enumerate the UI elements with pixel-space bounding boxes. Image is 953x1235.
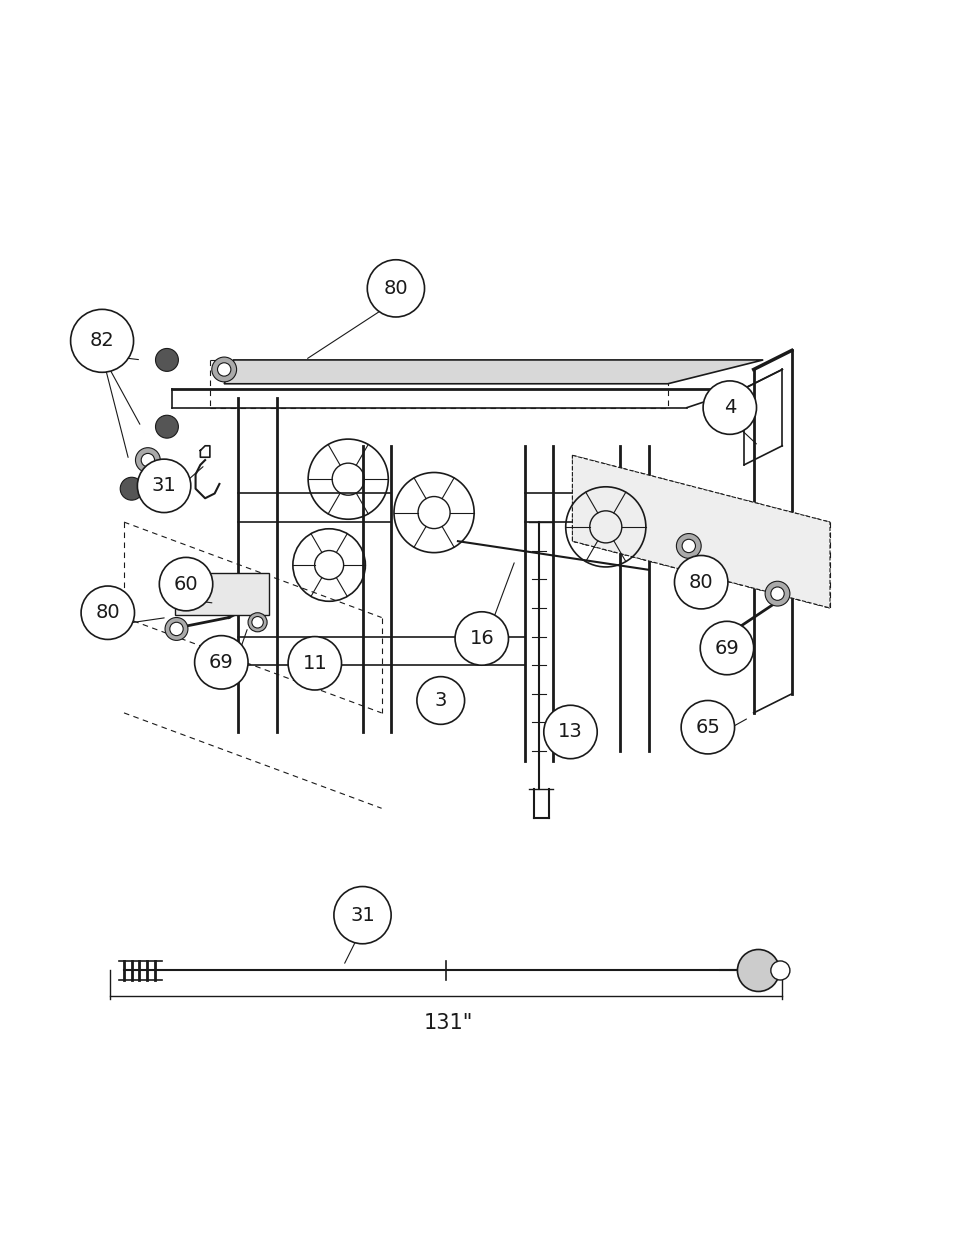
Text: 80: 80: [383, 279, 408, 298]
Circle shape: [737, 950, 779, 992]
Circle shape: [702, 380, 756, 435]
Circle shape: [543, 705, 597, 758]
Circle shape: [674, 556, 727, 609]
Circle shape: [770, 587, 783, 600]
Text: 11: 11: [302, 653, 327, 673]
Circle shape: [367, 259, 424, 317]
Text: 60: 60: [173, 574, 198, 594]
Circle shape: [159, 557, 213, 611]
Text: 80: 80: [95, 603, 120, 622]
Circle shape: [248, 613, 267, 632]
Text: 80: 80: [688, 573, 713, 592]
Text: 3: 3: [435, 692, 446, 710]
Circle shape: [212, 357, 236, 382]
Text: 82: 82: [90, 331, 114, 351]
Circle shape: [194, 636, 248, 689]
Text: 69: 69: [714, 638, 739, 657]
Circle shape: [681, 584, 695, 598]
Circle shape: [720, 632, 732, 645]
Circle shape: [155, 348, 178, 372]
Circle shape: [81, 587, 134, 640]
Text: 16: 16: [469, 629, 494, 648]
Circle shape: [141, 453, 154, 467]
Polygon shape: [224, 359, 762, 384]
Text: 69: 69: [209, 653, 233, 672]
Text: 131": 131": [423, 1013, 473, 1032]
Text: 31: 31: [350, 905, 375, 925]
Polygon shape: [572, 456, 829, 608]
Circle shape: [681, 540, 695, 552]
Text: 65: 65: [695, 718, 720, 737]
Circle shape: [288, 636, 341, 690]
Circle shape: [700, 621, 753, 674]
Circle shape: [416, 677, 464, 725]
FancyBboxPatch shape: [174, 573, 269, 615]
Text: 4: 4: [723, 398, 735, 417]
Text: 13: 13: [558, 722, 582, 741]
Circle shape: [677, 579, 700, 603]
Circle shape: [717, 629, 736, 648]
Circle shape: [764, 582, 789, 606]
Circle shape: [770, 961, 789, 981]
Text: 31: 31: [152, 477, 176, 495]
Circle shape: [170, 622, 183, 636]
Circle shape: [137, 459, 191, 513]
Circle shape: [334, 887, 391, 944]
Circle shape: [676, 534, 700, 558]
Circle shape: [135, 448, 160, 473]
Circle shape: [252, 616, 263, 627]
Circle shape: [71, 309, 133, 372]
Circle shape: [165, 618, 188, 641]
Circle shape: [455, 611, 508, 666]
Circle shape: [217, 363, 231, 377]
Circle shape: [680, 700, 734, 753]
Circle shape: [155, 415, 178, 438]
Circle shape: [120, 477, 143, 500]
